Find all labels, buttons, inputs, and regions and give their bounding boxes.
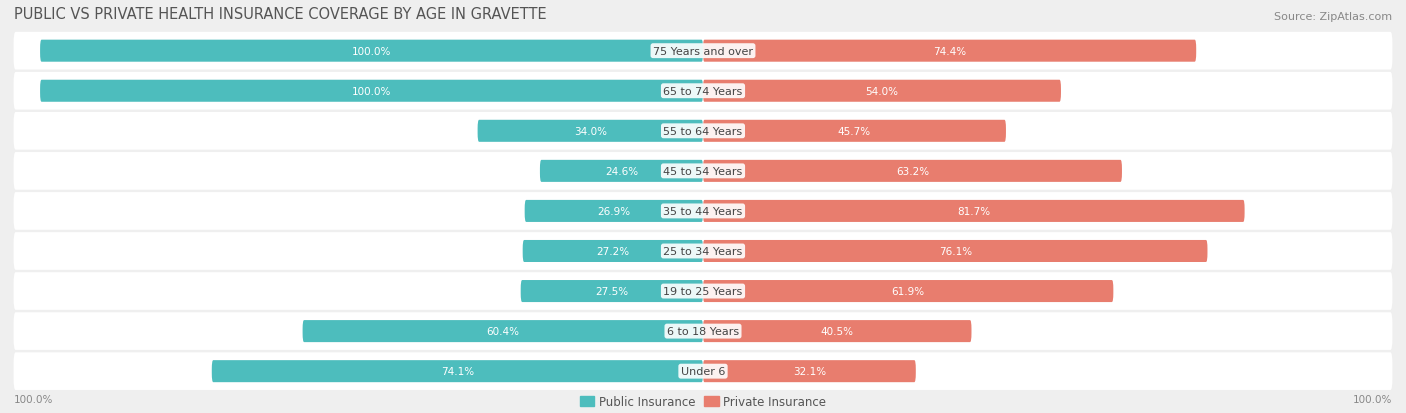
Text: 40.5%: 40.5%: [821, 326, 853, 336]
Text: 63.2%: 63.2%: [896, 166, 929, 176]
Legend: Public Insurance, Private Insurance: Public Insurance, Private Insurance: [579, 395, 827, 408]
Text: 55 to 64 Years: 55 to 64 Years: [664, 126, 742, 136]
Text: 81.7%: 81.7%: [957, 206, 990, 216]
Text: 25 to 34 Years: 25 to 34 Years: [664, 247, 742, 256]
FancyBboxPatch shape: [478, 121, 703, 142]
Text: 45 to 54 Years: 45 to 54 Years: [664, 166, 742, 176]
FancyBboxPatch shape: [14, 352, 1392, 390]
Text: 45.7%: 45.7%: [838, 126, 872, 136]
Text: 34.0%: 34.0%: [574, 126, 607, 136]
FancyBboxPatch shape: [14, 313, 1392, 350]
Text: 74.4%: 74.4%: [934, 47, 966, 57]
Text: 100.0%: 100.0%: [1353, 394, 1392, 404]
FancyBboxPatch shape: [14, 233, 1392, 270]
Text: 24.6%: 24.6%: [605, 166, 638, 176]
FancyBboxPatch shape: [703, 81, 1062, 102]
Text: 100.0%: 100.0%: [352, 47, 391, 57]
FancyBboxPatch shape: [302, 320, 703, 342]
FancyBboxPatch shape: [703, 40, 1197, 62]
FancyBboxPatch shape: [14, 273, 1392, 310]
Text: 100.0%: 100.0%: [14, 394, 53, 404]
FancyBboxPatch shape: [212, 360, 703, 382]
Text: 60.4%: 60.4%: [486, 326, 519, 336]
FancyBboxPatch shape: [14, 73, 1392, 110]
Text: 61.9%: 61.9%: [891, 286, 925, 296]
FancyBboxPatch shape: [703, 200, 1244, 223]
FancyBboxPatch shape: [14, 113, 1392, 150]
Text: 27.2%: 27.2%: [596, 247, 630, 256]
FancyBboxPatch shape: [14, 153, 1392, 190]
FancyBboxPatch shape: [703, 240, 1208, 262]
Text: 26.9%: 26.9%: [598, 206, 630, 216]
Text: 65 to 74 Years: 65 to 74 Years: [664, 87, 742, 97]
Text: 76.1%: 76.1%: [939, 247, 972, 256]
FancyBboxPatch shape: [703, 280, 1114, 302]
Text: Source: ZipAtlas.com: Source: ZipAtlas.com: [1274, 12, 1392, 22]
Text: 32.1%: 32.1%: [793, 366, 825, 376]
FancyBboxPatch shape: [703, 360, 915, 382]
Text: PUBLIC VS PRIVATE HEALTH INSURANCE COVERAGE BY AGE IN GRAVETTE: PUBLIC VS PRIVATE HEALTH INSURANCE COVER…: [14, 7, 546, 21]
FancyBboxPatch shape: [41, 40, 703, 62]
Text: 35 to 44 Years: 35 to 44 Years: [664, 206, 742, 216]
FancyBboxPatch shape: [41, 81, 703, 102]
Text: 75 Years and over: 75 Years and over: [652, 47, 754, 57]
FancyBboxPatch shape: [703, 161, 1122, 183]
FancyBboxPatch shape: [14, 192, 1392, 230]
FancyBboxPatch shape: [703, 121, 1005, 142]
FancyBboxPatch shape: [524, 200, 703, 223]
Text: 19 to 25 Years: 19 to 25 Years: [664, 286, 742, 296]
FancyBboxPatch shape: [540, 161, 703, 183]
Text: 27.5%: 27.5%: [595, 286, 628, 296]
Text: 74.1%: 74.1%: [441, 366, 474, 376]
Text: 100.0%: 100.0%: [352, 87, 391, 97]
FancyBboxPatch shape: [14, 33, 1392, 70]
FancyBboxPatch shape: [703, 320, 972, 342]
FancyBboxPatch shape: [523, 240, 703, 262]
Text: 6 to 18 Years: 6 to 18 Years: [666, 326, 740, 336]
FancyBboxPatch shape: [520, 280, 703, 302]
Text: Under 6: Under 6: [681, 366, 725, 376]
Text: 54.0%: 54.0%: [866, 87, 898, 97]
